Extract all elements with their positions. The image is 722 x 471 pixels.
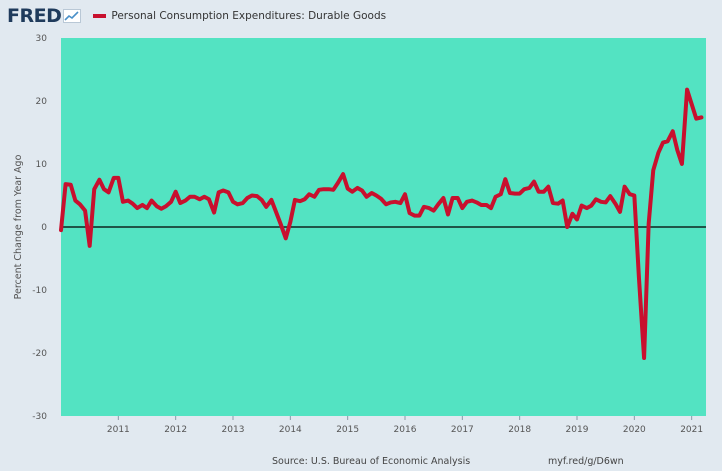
x-tick-label: 2012 [164,425,187,435]
chart-legend: Personal Consumption Expenditures: Durab… [93,10,386,22]
y-tick-label: -30 [32,412,47,422]
short-link[interactable]: myf.red/g/D6wn [548,456,624,467]
fred-logo[interactable]: FRED [7,4,62,27]
x-tick-label: 2019 [566,425,589,435]
x-tick-label: 2017 [451,425,474,435]
series-line-durable-goods[interactable] [59,87,704,361]
y-tick-label: 30 [36,34,48,44]
x-tick-label: 2014 [279,425,302,435]
y-tick-label: 20 [36,97,48,107]
x-tick-label: 2020 [623,425,646,435]
x-tick-label: 2018 [508,425,531,435]
y-tick-label: 10 [36,160,48,170]
source-note: Source: U.S. Bureau of Economic Analysis [272,456,471,467]
y-tick-label: 0 [41,223,47,233]
x-tick-label: 2011 [107,425,130,435]
y-tick-label: -20 [32,349,47,359]
fred-logo-chart-icon [63,9,82,23]
y-axis-title: Percent Change from Year Ago [13,154,24,299]
chart-header: FRED Personal Consumption Expenditures: … [7,3,386,29]
y-axis-ticks: -30 -20 -10 0 10 20 30 [32,34,47,422]
x-tick-label: 2015 [336,425,359,435]
legend-swatch [93,14,107,18]
legend-label[interactable]: Personal Consumption Expenditures: Durab… [111,10,387,22]
x-tick-label: 2021 [680,425,703,435]
x-tick-label: 2016 [394,425,417,435]
x-axis-ticks: 2011 2012 2013 2014 2015 2016 2017 2018 2019 2020… [107,416,703,435]
x-tick-label: 2013 [222,425,245,435]
y-tick-label: -10 [32,286,47,296]
